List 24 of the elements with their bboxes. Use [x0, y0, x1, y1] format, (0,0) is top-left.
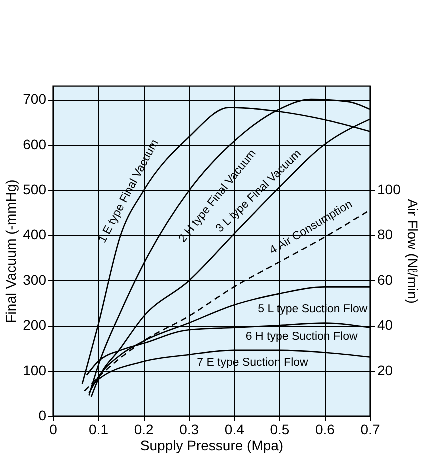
x-tick-label: 0.3	[180, 422, 200, 438]
x-tick-label: 0.2	[134, 422, 154, 438]
y2-tick-label: 100	[378, 181, 402, 198]
y2-tick-label: 60	[378, 272, 394, 288]
x-tick-label: 0.1	[89, 422, 109, 438]
y2-axis-title: Air Flow (Nℓ/min)	[404, 199, 421, 304]
y-axis-title: Final Vacuum (-mmHg)	[3, 180, 20, 324]
y-tick-label: 400	[23, 226, 47, 243]
y2-tick-label: 20	[378, 362, 394, 378]
y2-tick-label: 40	[378, 317, 394, 334]
x-tick-label: 0	[50, 422, 58, 438]
y-tick-label: 500	[23, 181, 47, 198]
y-tick-label: 200	[23, 317, 47, 334]
x-tick-label: 0.6	[315, 422, 336, 438]
y-tick-label: 600	[23, 136, 47, 152]
y-tick-label: 300	[23, 272, 47, 288]
y-tick-label: 100	[23, 362, 47, 378]
x-tick-label: 0.7	[360, 422, 380, 438]
y-tick-label: 700	[23, 91, 47, 108]
y2-tick-label: 80	[378, 226, 394, 243]
x-tick-label: 0.5	[270, 422, 290, 438]
x-tick-label: 0.4	[224, 422, 245, 438]
x-axis-title: Supply Pressure (Mpa)	[140, 438, 284, 454]
y-tick-label: 0	[38, 408, 47, 424]
